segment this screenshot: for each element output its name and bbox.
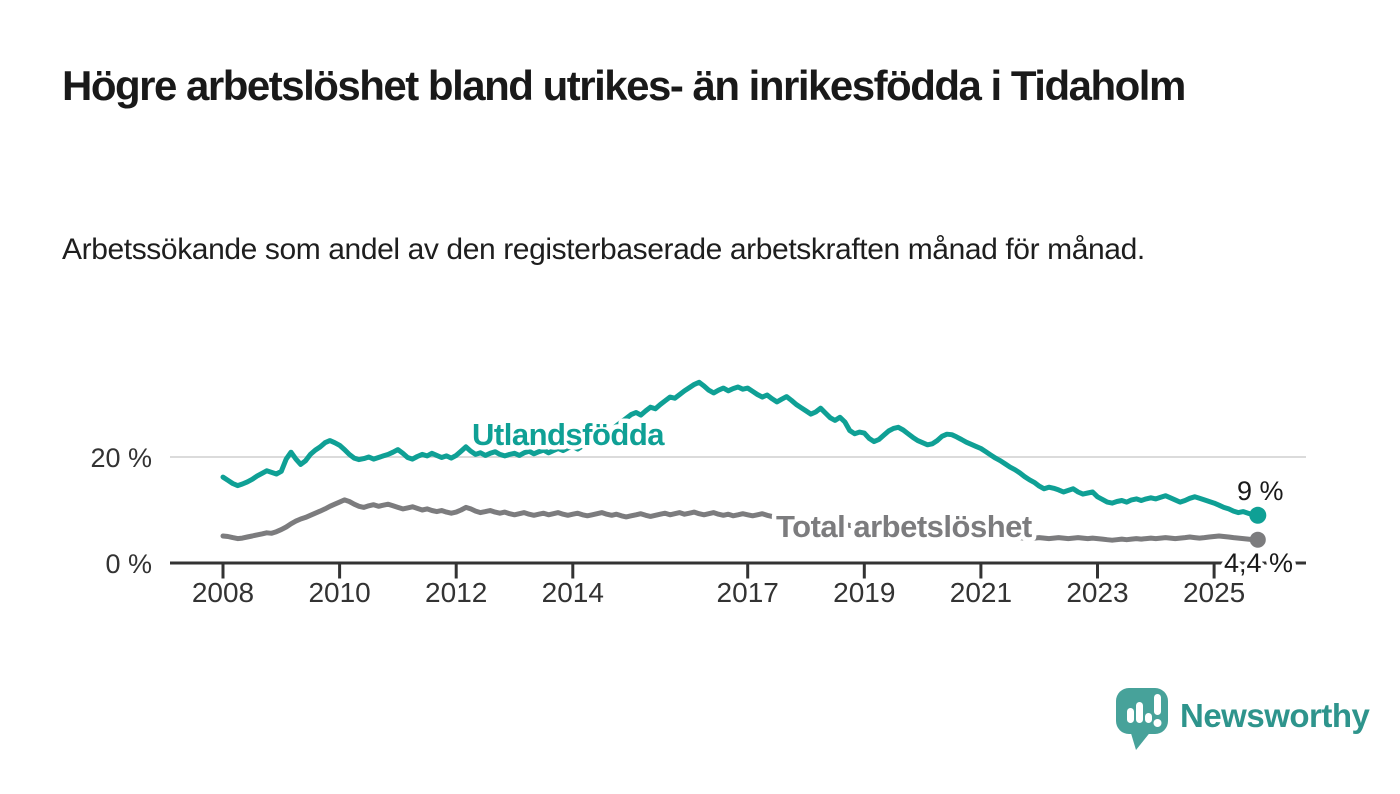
- x-axis-ticks: 2008 2010 2012 2014 2017 2019 2021 2023 2025: [192, 564, 1245, 608]
- series-label-total-arbetsloshet: Total arbetslöshet: [776, 509, 1032, 544]
- page-title: Högre arbetslöshet bland utrikes- än inr…: [62, 62, 1186, 109]
- end-dot-utlandsfodda: [1249, 506, 1267, 524]
- series-line-total-arbetsloshet: [220, 497, 1261, 543]
- x-tick-label: 2023: [1066, 577, 1128, 608]
- end-dot-total-arbetsloshet: [1249, 531, 1266, 548]
- x-tick-label: 2012: [425, 577, 487, 608]
- page-subtitle: Arbetssökande som andel av den registerb…: [62, 233, 1145, 266]
- series-label-utlandsfodda: Utlandsfödda: [472, 417, 665, 452]
- speech-bubble-bar-chart-icon: [1116, 688, 1168, 750]
- newsworthy-logo: Newsworthy: [1116, 688, 1371, 750]
- x-tick-label: 2019: [833, 577, 895, 608]
- series-line-utlandsfodda: [220, 379, 1261, 518]
- newsworthy-logo-text: Newsworthy: [1180, 697, 1371, 734]
- x-tick-label: 2025: [1183, 577, 1245, 608]
- x-tick-label: 2008: [192, 577, 254, 608]
- end-value-label-total-arbetsloshet: 4,4 %: [1224, 548, 1293, 578]
- x-tick-label: 2017: [717, 577, 779, 608]
- y-axis-label-0: 0 %: [105, 549, 152, 579]
- end-value-label-utlandsfodda: 9 %: [1237, 476, 1284, 506]
- x-tick-label: 2010: [308, 577, 370, 608]
- y-axis-label-20: 20 %: [90, 443, 152, 473]
- x-tick-label: 2014: [542, 577, 604, 608]
- x-tick-label: 2021: [950, 577, 1012, 608]
